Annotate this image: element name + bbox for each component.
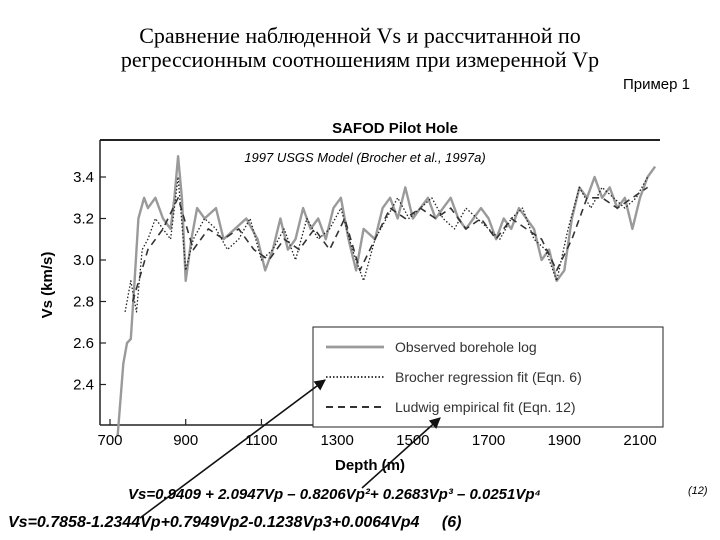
x-tick-label: 700 [97, 432, 122, 449]
x-tick-label: 1100 [245, 432, 277, 449]
slide-title-line-2: регрессионным соотношениям при измеренно… [120, 47, 600, 72]
x-axis-label: Depth (m) [335, 457, 405, 474]
y-axis-label: Vs (km/s) [39, 252, 56, 319]
brocher-equation: Vs=0.7858-1.2344Vp+0.7949Vp2-0.1238Vp3+0… [8, 514, 461, 532]
legend-label-2: Brocher regression fit (Eqn. 6) [395, 369, 582, 385]
slide-title-line-1: Сравнение наблюденной Vs и рассчитанной … [139, 23, 581, 48]
ludwig-equation-number: (12) [688, 485, 708, 497]
y-tick-label: 3.4 [73, 169, 94, 186]
y-tick-label: 2.4 [73, 377, 94, 394]
x-tick-label: 1700 [472, 432, 505, 449]
y-tick-label: 3.2 [73, 211, 94, 228]
x-tick-label: 900 [173, 432, 198, 449]
brocher-equation-number: (6) [441, 514, 462, 531]
ludwig-equation: Vs=0.9409 + 2.0947Vp – 0.8206Vp²+ 0.2683… [128, 486, 541, 503]
chart-title: SAFOD Pilot Hole [332, 120, 458, 137]
series-line-3 [131, 186, 649, 302]
y-tick-label: 2.6 [73, 335, 94, 352]
x-tick-label: 1900 [548, 432, 581, 449]
legend-label-3: Ludwig empirical fit (Eqn. 12) [395, 399, 576, 415]
x-tick-label: 1300 [320, 432, 353, 449]
legend-label-1: Observed borehole log [395, 339, 537, 355]
x-tick-label: 2100 [623, 432, 656, 449]
y-tick-label: 3.0 [73, 252, 94, 269]
example-label: Пример 1 [622, 76, 690, 93]
chart-subtitle: 1997 USGS Model (Brocher et al., 1997a) [244, 150, 485, 165]
x-tick-label: 1500 [396, 432, 429, 449]
brocher-equation-text: Vs=0.7858-1.2344Vp+0.7949Vp2-0.1238Vp3+0… [8, 514, 420, 531]
arrow-to-ludwig [361, 417, 441, 489]
legend-box [312, 326, 664, 428]
y-tick-label: 2.8 [73, 294, 94, 311]
arrow-to-brocher [139, 379, 326, 519]
